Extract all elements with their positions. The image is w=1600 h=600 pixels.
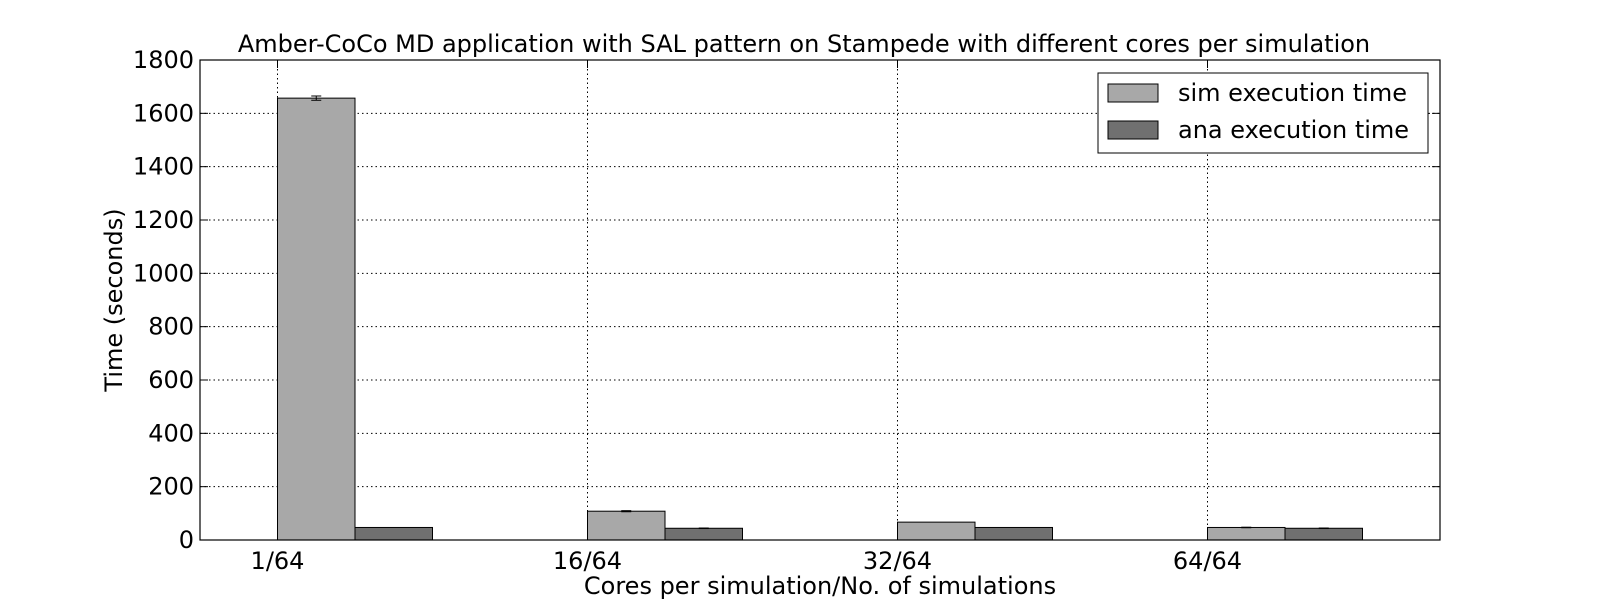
y-tick-label: 800 bbox=[148, 313, 194, 341]
bar-sim bbox=[587, 510, 666, 541]
y-tick-label: 400 bbox=[148, 419, 194, 447]
x-tick-label: 1/64 bbox=[251, 547, 305, 575]
y-tick-label: 1000 bbox=[133, 259, 194, 287]
legend-swatch-sim bbox=[1107, 83, 1159, 103]
y-tick-label: 1800 bbox=[133, 46, 194, 74]
x-axis-ticks: 1/64 16/64 32/64 64/64 bbox=[251, 60, 1242, 575]
bars bbox=[277, 95, 1363, 541]
bar-ana bbox=[664, 527, 743, 541]
bar-sim bbox=[277, 97, 356, 541]
x-tick-label: 16/64 bbox=[553, 547, 622, 575]
bar-ana bbox=[974, 526, 1053, 541]
y-tick-label: 200 bbox=[148, 473, 194, 501]
chart-title: Amber-CoCo MD application with SAL patte… bbox=[238, 30, 1370, 58]
x-axis-label: Cores per simulation/No. of simulations bbox=[584, 572, 1056, 600]
x-tick-label: 64/64 bbox=[1173, 547, 1242, 575]
bar-ana bbox=[354, 526, 433, 541]
y-tick-label: 1200 bbox=[133, 206, 194, 234]
y-axis-ticks: 0 200 400 600 800 1000 1200 1400 1600 1800 bbox=[133, 46, 1440, 554]
legend: sim execution time ana execution time bbox=[1097, 72, 1429, 154]
y-tick-label: 0 bbox=[179, 526, 194, 554]
legend-swatch-ana bbox=[1107, 120, 1159, 140]
y-tick-label: 1600 bbox=[133, 99, 194, 127]
bar-sim bbox=[1207, 526, 1286, 541]
legend-label-sim: sim execution time bbox=[1178, 79, 1407, 107]
x-tick-label: 32/64 bbox=[863, 547, 932, 575]
y-tick-label: 1400 bbox=[133, 153, 194, 181]
legend-label-ana: ana execution time bbox=[1178, 116, 1409, 144]
y-tick-label: 600 bbox=[148, 366, 194, 394]
bar-ana bbox=[1284, 527, 1363, 541]
plot-frame bbox=[199, 59, 1441, 541]
y-axis-label: Time (seconds) bbox=[100, 208, 128, 392]
bar-sim bbox=[897, 521, 976, 541]
